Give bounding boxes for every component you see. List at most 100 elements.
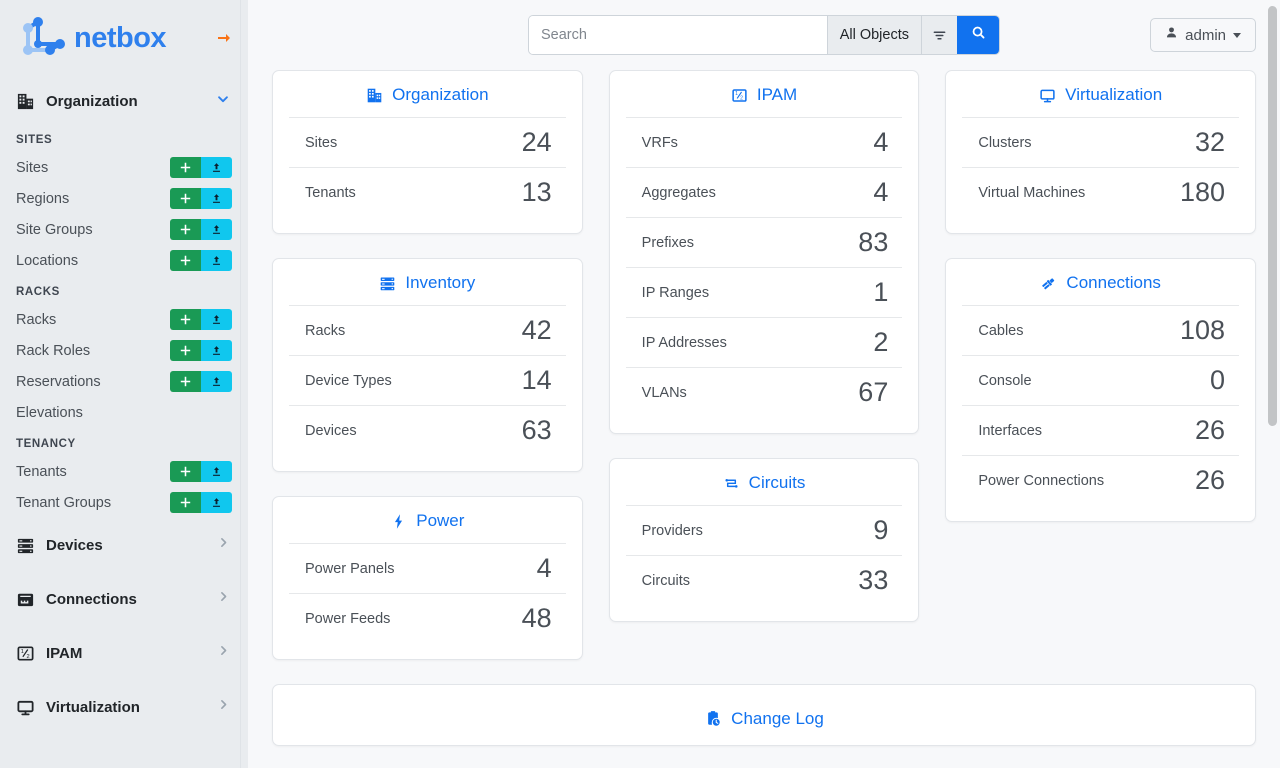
card-header[interactable]: Circuits <box>626 473 903 505</box>
plus-icon[interactable] <box>170 461 201 482</box>
card-header[interactable]: 1 2 IPAM <box>626 85 903 117</box>
stat-value: 0 <box>1209 365 1226 395</box>
plus-icon[interactable] <box>170 250 201 271</box>
upload-icon[interactable] <box>201 157 232 178</box>
card-header[interactable]: Virtualization <box>962 85 1239 117</box>
upload-icon[interactable] <box>201 219 232 240</box>
stat-label: Circuits <box>641 572 691 589</box>
card-header[interactable]: Power <box>289 511 566 543</box>
stat-row[interactable]: Device Types 14 <box>289 355 566 405</box>
search-input[interactable] <box>529 16 827 54</box>
sidebar-item-tenant-groups[interactable]: Tenant Groups <box>0 487 248 518</box>
stat-row[interactable]: Console 0 <box>962 355 1240 405</box>
stat-value: 67 <box>858 377 889 407</box>
card-header[interactable]: Inventory <box>289 273 566 305</box>
sidebar-group-ipam[interactable]: 1 2 IPAM <box>0 626 248 680</box>
stat-row[interactable]: Providers 9 <box>625 505 903 555</box>
sidebar-item-rack-roles[interactable]: Rack Roles <box>0 335 248 366</box>
upload-icon[interactable] <box>201 309 232 330</box>
stat-row[interactable]: Aggregates 4 <box>625 167 903 217</box>
sidebar-group-virtualization[interactable]: Virtualization <box>0 680 248 734</box>
sidebar-item-label: Regions <box>16 190 70 207</box>
card-title[interactable]: Change Log <box>731 709 824 728</box>
card-title[interactable]: Inventory <box>405 273 476 292</box>
filter-icon[interactable] <box>921 16 957 54</box>
dashboard-column-2: 1 2 IPAM VRFs 4 Aggrega <box>608 70 920 622</box>
brand-name: netbox <box>74 21 167 54</box>
netbox-logo-icon <box>16 14 68 62</box>
card-title[interactable]: Virtualization <box>1065 85 1163 104</box>
brand[interactable]: netbox <box>0 0 248 78</box>
plus-icon[interactable] <box>170 309 201 330</box>
stat-row[interactable]: IP Addresses 2 <box>625 317 903 367</box>
stat-label: VRFs <box>641 134 678 151</box>
plus-icon[interactable] <box>170 188 201 209</box>
card-title[interactable]: Circuits <box>748 473 806 492</box>
stat-row[interactable]: Virtual Machines 180 <box>962 167 1240 217</box>
monitor-icon <box>1039 87 1056 104</box>
pin-icon[interactable] <box>216 30 232 46</box>
sidebar-item-elevations[interactable]: Elevations <box>0 397 248 428</box>
stat-row[interactable]: Circuits 33 <box>625 555 903 605</box>
card-title[interactable]: Power <box>416 511 465 530</box>
upload-icon[interactable] <box>201 250 232 271</box>
sidebar-item-site-groups[interactable]: Site Groups <box>0 214 248 245</box>
sidebar-item-locations[interactable]: Locations <box>0 245 248 276</box>
upload-icon[interactable] <box>201 461 232 482</box>
upload-icon[interactable] <box>201 371 232 392</box>
sidebar-item-regions[interactable]: Regions <box>0 183 248 214</box>
ipam-icon: 1 2 <box>14 642 36 664</box>
sidebar-item-tenants[interactable]: Tenants <box>0 456 248 487</box>
sidebar-group-organization[interactable]: Organization <box>0 78 248 124</box>
stat-label: Aggregates <box>641 184 716 201</box>
card-header[interactable]: Connections <box>962 273 1239 305</box>
sidebar-group-connections[interactable]: Connections <box>0 572 248 626</box>
search-scope-selector[interactable]: All Objects <box>826 16 921 54</box>
sidebar-scrollbar[interactable] <box>240 0 248 768</box>
plus-icon[interactable] <box>170 219 201 240</box>
plus-icon[interactable] <box>170 340 201 361</box>
card-ipam: 1 2 IPAM VRFs 4 Aggrega <box>608 70 920 434</box>
stat-value: 9 <box>873 515 889 545</box>
sidebar-item-sites[interactable]: Sites <box>0 152 248 183</box>
stat-row[interactable]: Clusters 32 <box>962 117 1240 167</box>
stat-row[interactable]: Devices 63 <box>289 405 566 455</box>
sidebar-item-reservations[interactable]: Reservations <box>0 366 248 397</box>
plus-icon[interactable] <box>170 157 201 178</box>
stat-row[interactable]: Interfaces 26 <box>962 405 1240 455</box>
stat-row[interactable]: Racks 42 <box>289 305 566 355</box>
stat-row[interactable]: Tenants 13 <box>289 167 566 217</box>
sidebar-item-racks[interactable]: Racks <box>0 304 248 335</box>
page-scrollbar-thumb[interactable] <box>1268 6 1277 426</box>
stat-row[interactable]: Power Feeds 48 <box>289 593 566 643</box>
stat-row[interactable]: VRFs 4 <box>625 117 903 167</box>
building-icon <box>14 90 36 112</box>
stat-row[interactable]: Cables 108 <box>962 305 1240 355</box>
stat-label: Power Panels <box>305 560 395 577</box>
upload-icon[interactable] <box>201 340 232 361</box>
stat-row[interactable]: IP Ranges 1 <box>625 267 903 317</box>
search-button[interactable] <box>957 16 999 54</box>
plus-icon[interactable] <box>170 371 201 392</box>
plus-icon[interactable] <box>170 492 201 513</box>
upload-icon[interactable] <box>201 492 232 513</box>
card-title[interactable]: Organization <box>392 85 489 104</box>
sidebar-item-label: Sites <box>16 159 49 176</box>
sidebar-item-label: Locations <box>16 252 79 269</box>
page-scrollbar[interactable] <box>1265 0 1280 768</box>
upload-icon[interactable] <box>201 188 232 209</box>
card-title[interactable]: Connections <box>1066 273 1161 292</box>
sidebar-group-label: Devices <box>46 536 103 554</box>
card-header[interactable]: Change Log <box>289 709 1239 729</box>
person-icon <box>1165 26 1178 44</box>
user-menu[interactable]: admin <box>1150 18 1256 52</box>
stat-row[interactable]: Prefixes 83 <box>625 217 903 267</box>
card-title[interactable]: IPAM <box>756 85 798 104</box>
stat-row[interactable]: Sites 24 <box>289 117 566 167</box>
stat-row[interactable]: Power Connections 26 <box>962 455 1240 505</box>
caret-down-icon <box>1233 32 1241 38</box>
stat-row[interactable]: Power Panels 4 <box>289 543 566 593</box>
stat-row[interactable]: VLANs 67 <box>625 367 903 417</box>
sidebar-group-devices[interactable]: Devices <box>0 518 248 572</box>
card-header[interactable]: Organization <box>289 85 566 117</box>
